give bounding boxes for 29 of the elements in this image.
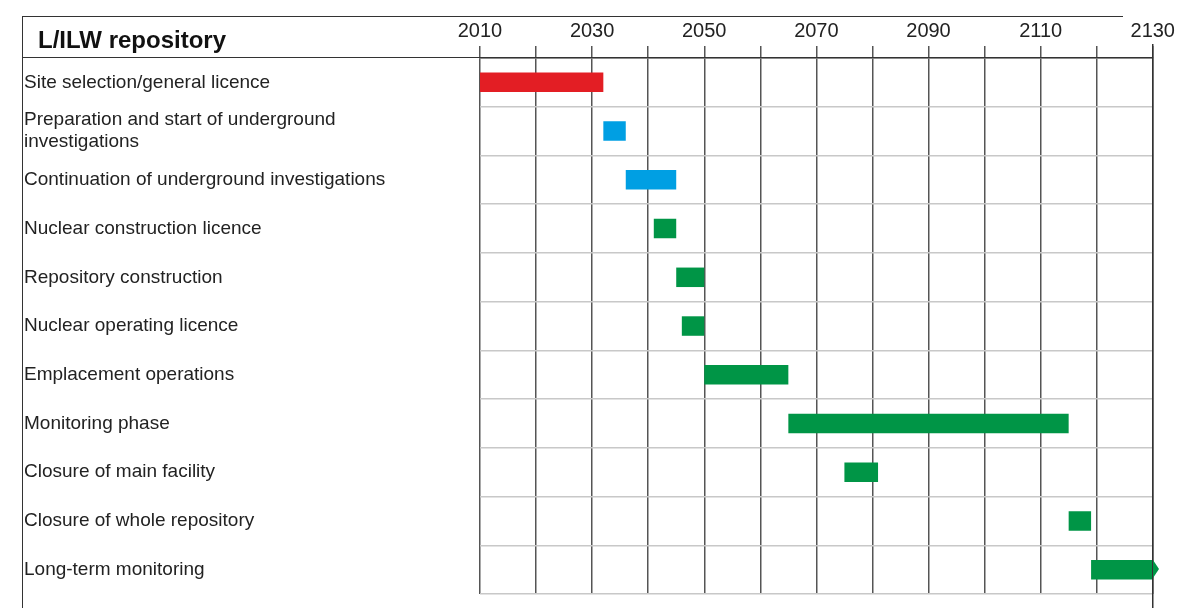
- text: L/ILW repository: [38, 25, 227, 53]
- x-tick-label: 2030: [569, 18, 615, 41]
- y-tick-label: Preparation and start of underground investigations: [24, 108, 336, 152]
- y-tick-label: Nuclear operating licence: [24, 314, 239, 336]
- y-tick-label: Repository construction: [24, 265, 223, 287]
- bar: [1068, 511, 1092, 531]
- y-tick-label: Long-term monitoring: [24, 557, 205, 579]
- x-tick-label: 2110: [1019, 18, 1063, 41]
- bar: [603, 121, 626, 141]
- bar: [653, 218, 677, 239]
- x-tick-label: 2130: [1130, 18, 1175, 41]
- y-tick-label: Closure of main facility: [24, 460, 216, 482]
- y-tick-label: Monitoring phase: [24, 411, 170, 433]
- y-tick-label: Emplacement operations: [24, 363, 235, 385]
- x-tick-label: 2010: [457, 18, 503, 41]
- y-tick-label: Continuation of underground investigations: [24, 168, 386, 190]
- bar: [480, 72, 604, 93]
- bar: [788, 413, 1069, 434]
- x-tick-label: 2090: [906, 18, 951, 41]
- x-tick-label: 2070: [794, 18, 839, 41]
- bar: [625, 170, 677, 190]
- y-tick-label: Site selection/general licence: [24, 70, 271, 92]
- y-tick-label: Nuclear construction licence: [24, 216, 262, 238]
- bar: [844, 462, 879, 482]
- bar: [681, 316, 705, 336]
- bar: [704, 365, 789, 385]
- x-tick-label: 2050: [682, 18, 727, 41]
- bar: [676, 267, 705, 288]
- y-tick-label: Closure of whole repository: [24, 509, 255, 531]
